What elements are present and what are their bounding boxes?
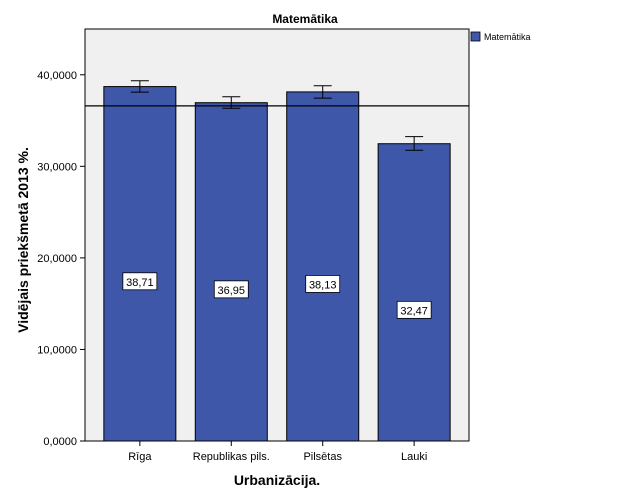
value-labels-layer: 38,71 36,95 38,13 32,47 xyxy=(122,272,432,319)
bar xyxy=(103,86,177,442)
data-label-box xyxy=(213,280,249,299)
data-label-box xyxy=(396,300,432,319)
bar xyxy=(377,143,451,442)
data-label: 32,47 xyxy=(400,305,428,317)
data-label: 36,95 xyxy=(218,285,246,297)
legend: Matemātika xyxy=(470,31,531,42)
y-tick-label: 40,0000 xyxy=(37,70,77,82)
data-label: 38,13 xyxy=(309,279,337,291)
legend-label: Matemātika xyxy=(484,32,531,42)
data-label-box xyxy=(122,272,158,291)
x-axis: Rīga Republikas pils. Pilsētas Lauki xyxy=(128,441,427,463)
x-axis-label: Urbanizācija. xyxy=(234,472,320,488)
bars-layer xyxy=(103,86,451,442)
error-bars-layer xyxy=(130,80,424,151)
x-tick-label: Republikas pils. xyxy=(193,451,270,463)
y-tick-label: 0,0000 xyxy=(43,436,77,448)
data-label: 38,71 xyxy=(126,277,154,289)
x-tick-label: Rīga xyxy=(128,451,152,463)
y-axis: 0,0000 10,0000 20,0000 30,0000 40,0000 xyxy=(37,70,85,448)
y-axis-label: Vidējais priekšmetā 2013 %. xyxy=(15,147,31,333)
y-tick-label: 20,0000 xyxy=(37,253,77,265)
bar xyxy=(286,91,360,442)
bar xyxy=(194,102,268,442)
legend-swatch xyxy=(470,31,481,42)
x-tick-label: Pilsētas xyxy=(303,451,342,463)
data-label-box xyxy=(305,275,341,293)
y-tick-label: 10,0000 xyxy=(37,344,77,356)
x-tick-label: Lauki xyxy=(401,451,427,463)
chart-title: Matemātika xyxy=(272,12,338,26)
y-tick-label: 30,0000 xyxy=(37,161,77,173)
